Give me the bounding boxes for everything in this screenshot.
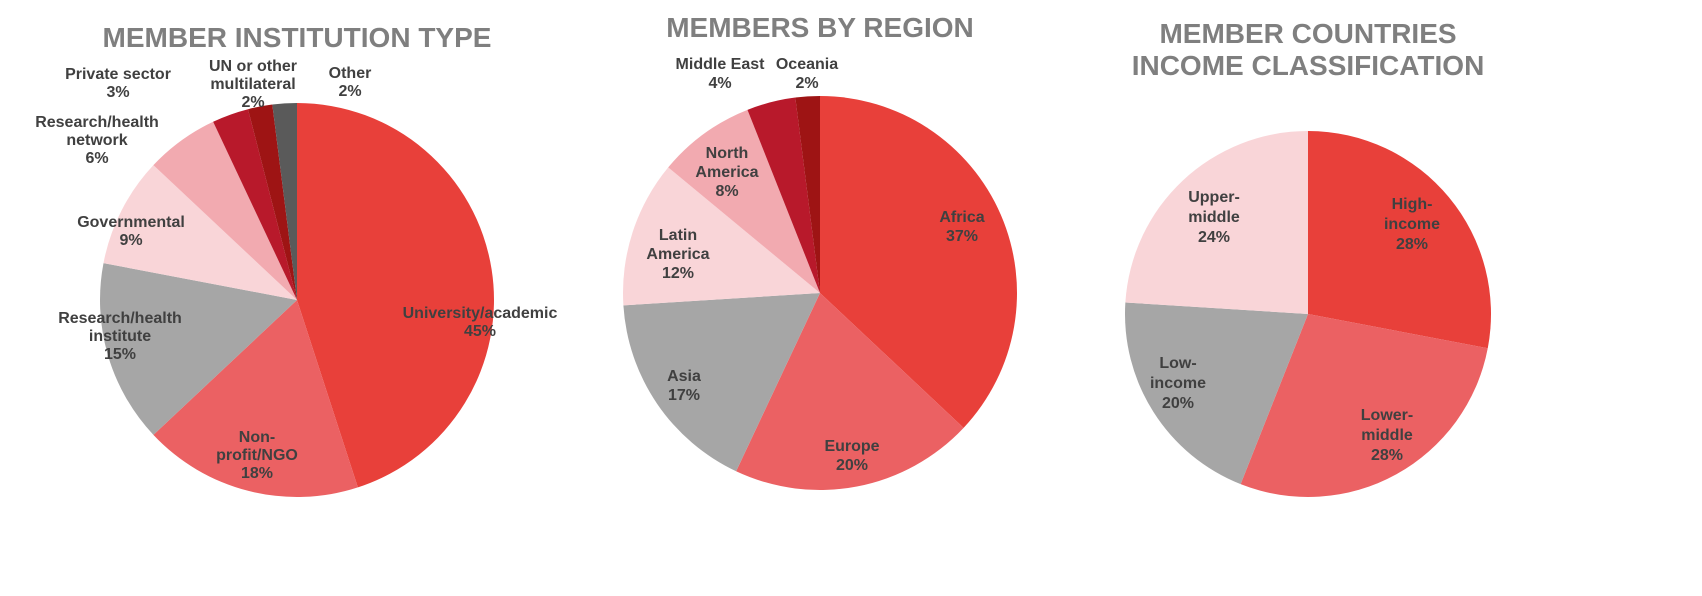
slice-label: Latin America [646, 227, 709, 263]
pie-slice [668, 109, 820, 293]
slice-label: Upper-middle [1188, 189, 1240, 226]
value-label: 9% [119, 232, 142, 249]
pie-slice [820, 96, 1017, 428]
value-label: 12% [662, 265, 694, 282]
slice-label: Governmental [77, 214, 185, 231]
value-label: 3% [106, 84, 129, 101]
pie-slice [623, 167, 820, 306]
slice-label: Other [329, 65, 372, 82]
pie-slice [103, 165, 297, 300]
slice-label: University/academic [403, 305, 558, 322]
slice-label: Research/health institute [58, 310, 182, 345]
value-label: 28% [1371, 447, 1403, 464]
value-label: 2% [795, 75, 818, 92]
slice-label: Non-profit/NGO [216, 429, 298, 464]
pie-slice [213, 109, 297, 300]
value-label: 20% [1162, 395, 1194, 412]
value-label: 8% [715, 183, 738, 200]
slice-label: Africa [939, 209, 984, 226]
pie-slice [1240, 314, 1488, 497]
chart-title: MEMBER INSTITUTION TYPE [103, 22, 492, 53]
pie-slice [1308, 131, 1491, 349]
value-label: 2% [241, 94, 264, 111]
value-label: 4% [708, 75, 731, 92]
pie-slice [795, 96, 820, 293]
pie-slice [153, 300, 358, 497]
slice-label: Asia [667, 368, 701, 385]
chart-title: MEMBERS BY REGION [666, 12, 974, 43]
value-label: 6% [85, 150, 108, 167]
value-label: 37% [946, 228, 978, 245]
value-label: 2% [338, 83, 361, 100]
value-label: 24% [1198, 229, 1230, 246]
pie-slice [736, 293, 964, 490]
slice-label: Europe [824, 438, 879, 455]
pie-slice [272, 103, 297, 300]
slice-label: High-income [1384, 196, 1440, 233]
slice-label: North America [695, 145, 758, 181]
value-label: 20% [836, 457, 868, 474]
pie-slice [100, 263, 297, 435]
value-label: 15% [104, 346, 136, 363]
value-label: 28% [1396, 236, 1428, 253]
slice-label: Middle East [676, 56, 766, 73]
pie-slice [153, 121, 297, 300]
slice-label: UN or other multilateral [209, 58, 297, 93]
value-label: 45% [464, 323, 496, 340]
pie-slice [623, 293, 820, 472]
slice-label: Private sector [65, 66, 171, 83]
pie-slice [1125, 131, 1308, 314]
value-label: 18% [241, 465, 273, 482]
chart-title: MEMBER COUNTRIES INCOME CLASSIFICATION [1132, 18, 1485, 81]
slice-label: Research/health network [35, 114, 159, 149]
slice-label: Lower-middle [1361, 407, 1413, 444]
pie-slice [248, 104, 297, 300]
slice-label: Oceania [776, 56, 838, 73]
pie-slice [1125, 302, 1308, 485]
pie-slice [297, 103, 494, 488]
value-label: 17% [668, 387, 700, 404]
slice-label: Low-income [1150, 355, 1206, 392]
pie-slice [747, 97, 820, 293]
